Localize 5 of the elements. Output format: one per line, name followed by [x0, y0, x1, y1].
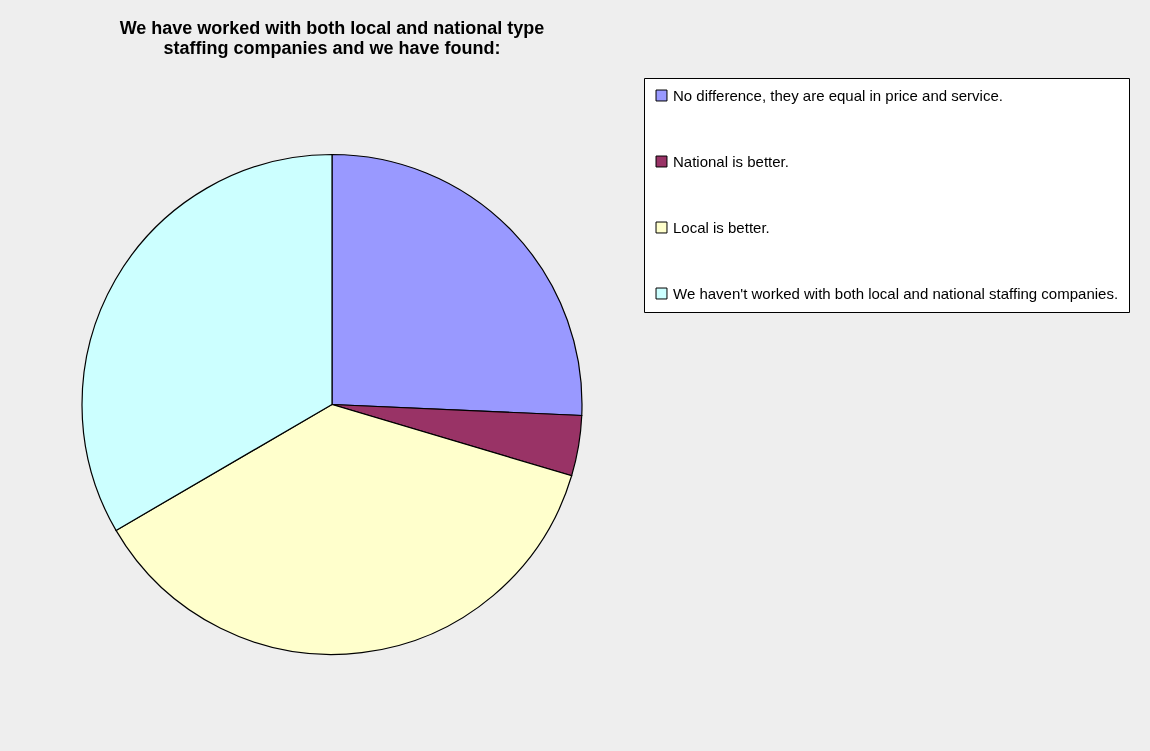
- legend-label: Local is better.: [673, 218, 770, 236]
- legend-label: National is better.: [673, 152, 789, 170]
- legend-label: No difference, they are equal in price and service.: [673, 86, 1003, 104]
- legend-label: We haven't worked with both local and national staffing companies.: [673, 284, 1119, 302]
- chart-title: We have worked with both local and national type staffing companies and we have found:: [119, 18, 545, 58]
